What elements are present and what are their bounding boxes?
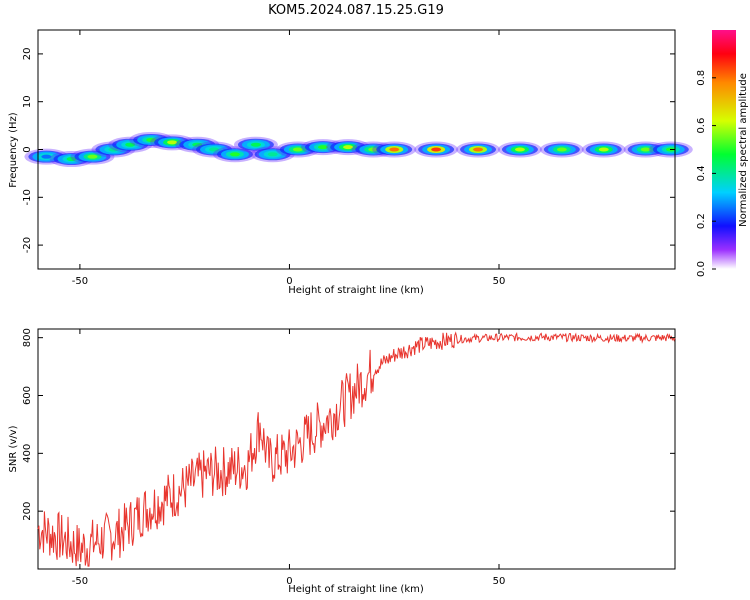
heat-point	[212, 146, 257, 163]
heat-blob	[431, 147, 442, 152]
heat-blob	[473, 147, 484, 152]
colorbar-tick-label: 0.6	[696, 118, 707, 134]
heat-blob	[167, 140, 178, 145]
y-tick-label: 600	[22, 386, 33, 405]
heat-point	[581, 141, 626, 158]
colorbar-tick-label: 0.2	[696, 213, 707, 229]
x-tick-label: 50	[493, 276, 506, 287]
heat-point	[233, 136, 278, 153]
snr-panel: -50 0 50 200 400 600 800 Height of straight li…	[8, 328, 676, 595]
heat-point	[539, 141, 584, 158]
y-tick-label: 10	[22, 95, 33, 108]
snr-xlabel: Height of straight line (km)	[288, 584, 424, 595]
heat-blob	[87, 154, 98, 159]
heat-blob	[389, 147, 400, 152]
snr-ticks: -50 0 50 200 400 600 800	[22, 328, 675, 587]
heat-blob	[66, 157, 77, 162]
colorbar-label: Normalized spectral amplitude	[738, 73, 749, 227]
y-tick-label: 800	[22, 328, 33, 347]
spectrogram-xlabel: Height of straight line (km)	[288, 285, 424, 296]
spectrogram-panel: -50 0 50 -20 -10 0 10 20 Height of straight lin…	[8, 29, 693, 296]
colorbar-tick-label: 0.0	[696, 261, 707, 277]
x-tick-label: -50	[72, 576, 88, 587]
y-tick-label: -20	[22, 237, 33, 253]
heat-point	[497, 141, 542, 158]
snr-series-line	[37, 331, 676, 567]
heat-blob	[125, 142, 136, 147]
heat-point	[300, 139, 345, 156]
y-tick-label: 20	[22, 48, 33, 61]
heat-point	[623, 141, 668, 158]
heat-blob	[514, 147, 525, 152]
heat-blob	[556, 147, 567, 152]
snr-ylabel: SNR (v/v)	[8, 425, 19, 472]
heat-blob	[192, 142, 203, 147]
heat-blob	[317, 145, 328, 150]
heat-blob	[598, 147, 609, 152]
heat-blob	[41, 154, 52, 159]
colorbar-ticks: 0.0 0.2 0.4 0.6 0.8	[696, 70, 716, 277]
chart-title: KOM5.2024.087.15.25.G19	[268, 3, 444, 18]
heat-blob	[146, 137, 157, 142]
x-tick-label: 50	[493, 576, 506, 587]
colorbar: 0.0 0.2 0.4 0.6 0.8 Normalized spectral ampl…	[696, 30, 749, 277]
x-tick-label: -50	[72, 276, 88, 287]
spectrogram-heat	[24, 131, 693, 168]
heat-blob	[267, 152, 278, 157]
spectrogram-ticks: -50 0 50 -20 -10 0 10 20	[22, 30, 675, 287]
heat-blob	[368, 147, 379, 152]
heat-blob	[108, 147, 119, 152]
x-tick-label: 0	[286, 276, 292, 287]
x-tick-label: 0	[286, 576, 292, 587]
colorbar-tick-label: 0.4	[696, 165, 707, 181]
heat-blob	[640, 147, 651, 152]
heat-blob	[229, 152, 240, 157]
heat-blob	[343, 145, 354, 150]
y-tick-label: 400	[22, 444, 33, 463]
y-tick-label: 0	[22, 146, 33, 152]
colorbar-gradient	[712, 30, 736, 269]
heat-point	[372, 141, 417, 158]
heat-point	[414, 141, 459, 158]
y-tick-label: -10	[22, 189, 33, 205]
colorbar-tick-label: 0.8	[696, 70, 707, 86]
heat-blob	[292, 147, 303, 152]
heat-point	[456, 141, 501, 158]
heat-blob	[209, 147, 220, 152]
spectrogram-ylabel: Frequency (Hz)	[8, 112, 19, 188]
snr-frame	[37, 328, 676, 570]
y-tick-label: 200	[22, 502, 33, 521]
heat-blob	[250, 142, 261, 147]
